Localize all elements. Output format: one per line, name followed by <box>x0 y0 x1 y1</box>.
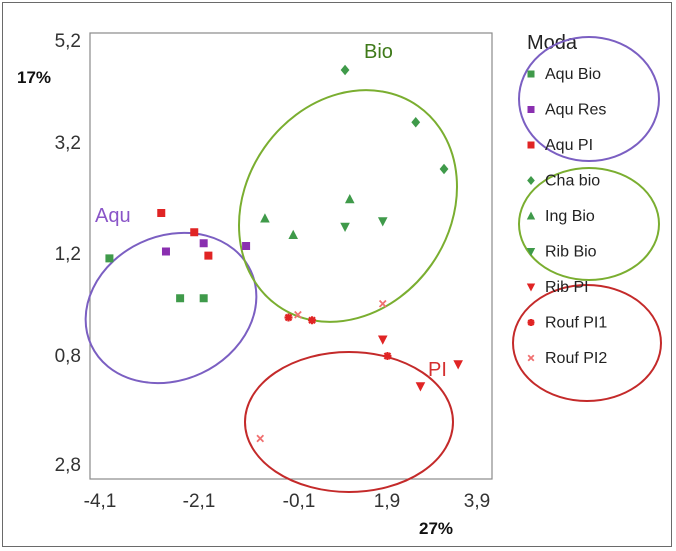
x-tick-label: 1,9 <box>374 491 400 512</box>
legend-ellipse-aqu <box>518 36 660 162</box>
legend-marker <box>527 175 535 186</box>
data-point <box>415 382 426 392</box>
data-point <box>190 228 199 237</box>
legend-marker <box>527 319 535 326</box>
data-point <box>439 163 449 175</box>
x-tick-label: -2,1 <box>183 491 216 512</box>
data-point <box>383 352 392 360</box>
data-point <box>161 247 170 256</box>
ellipse-aqu <box>84 231 258 385</box>
legend-entry: Rib PI <box>545 279 589 296</box>
y-tick-label: 5,2 <box>55 31 81 52</box>
legend-entry: Cha bio <box>545 173 600 190</box>
data-point <box>242 242 251 250</box>
x-tick-label: 3,9 <box>464 491 490 512</box>
group-label-bio: Bio <box>364 41 393 63</box>
data-point <box>294 310 302 319</box>
legend-entry: Aqu Res <box>545 102 606 119</box>
legend-marker <box>527 106 535 113</box>
data-point <box>204 251 213 260</box>
ellipse-bio <box>238 89 458 323</box>
y-tick-label: 0,8 <box>55 346 81 367</box>
y-axis-label: 17% <box>17 68 51 87</box>
legend-entry: Rouf PI2 <box>545 350 607 367</box>
data-point <box>199 239 208 248</box>
group-label-aqu: Aqu <box>95 205 131 227</box>
plot-area <box>89 32 493 480</box>
data-point <box>377 217 388 227</box>
legend-entry: Rib Bio <box>545 244 597 261</box>
data-point <box>344 194 355 204</box>
data-point <box>411 117 421 128</box>
y-tick-label: 3,2 <box>55 133 81 154</box>
legend-marker <box>527 354 535 362</box>
ellipse-pi <box>244 351 454 493</box>
data-point <box>288 229 299 239</box>
legend-entry: Rouf PI1 <box>545 315 607 332</box>
data-point <box>199 294 208 303</box>
legend-marker <box>526 283 536 292</box>
legend-entry: Aqu Bio <box>545 66 601 83</box>
y-tick-label: 2,8 <box>55 455 81 476</box>
scatter-chart: Aqu Bio PI 5,2 3,2 1,2 0,8 2,8 17% -4,1 … <box>17 31 662 538</box>
data-point <box>176 294 185 303</box>
x-tick-label: -4,1 <box>84 491 117 512</box>
legend-marker <box>527 141 535 149</box>
legend-marker <box>526 211 536 220</box>
data-point <box>308 316 317 325</box>
legend-ellipse-bio <box>518 167 660 281</box>
data-point <box>377 335 388 345</box>
data-point <box>260 213 270 223</box>
data-point <box>157 209 166 217</box>
legend-entry: Aqu PI <box>545 137 593 154</box>
legend-marker <box>527 70 535 78</box>
y-tick-label: 1,2 <box>55 244 81 265</box>
legend-ellipse-pi <box>512 284 662 402</box>
group-label-pi: PI <box>428 359 447 381</box>
data-point <box>453 360 463 370</box>
legend-entry: Ing Bio <box>545 208 595 225</box>
data-point <box>378 299 387 308</box>
legend-title: Moda <box>527 32 578 54</box>
legend-marker <box>526 248 536 257</box>
data-point <box>340 222 350 232</box>
data-point <box>105 254 114 263</box>
x-tick-label: -0,1 <box>283 491 316 512</box>
data-point <box>340 64 350 76</box>
x-axis-label: 27% <box>419 519 453 538</box>
data-point <box>284 313 293 322</box>
data-point <box>256 434 265 443</box>
